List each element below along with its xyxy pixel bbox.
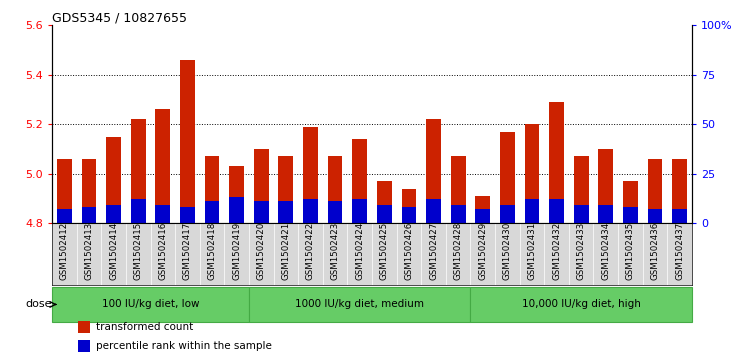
Bar (254, 149, 269, 223)
Bar (106, 136, 121, 223)
Bar (303, 199, 318, 223)
Bar (327, 156, 342, 223)
Bar (549, 199, 564, 223)
Bar (377, 205, 391, 223)
Bar (254, 201, 269, 223)
Bar (155, 205, 170, 223)
Bar (77, 340, 91, 352)
Bar (500, 205, 515, 223)
Bar (82, 207, 97, 223)
Bar (673, 159, 687, 223)
Text: transformed count: transformed count (95, 322, 193, 332)
Bar (57, 159, 71, 223)
Text: 1000 IU/kg diet, medium: 1000 IU/kg diet, medium (295, 299, 424, 309)
Bar (229, 166, 244, 223)
Bar (57, 209, 71, 223)
Bar (673, 209, 687, 223)
Bar (574, 205, 589, 223)
Bar (525, 124, 539, 223)
Bar (500, 132, 515, 223)
Bar (598, 205, 613, 223)
FancyBboxPatch shape (249, 287, 470, 322)
Bar (205, 156, 219, 223)
Bar (77, 321, 91, 333)
Bar (623, 207, 638, 223)
Bar (647, 159, 662, 223)
Bar (549, 102, 564, 223)
Bar (598, 149, 613, 223)
Bar (327, 201, 342, 223)
Bar (647, 209, 662, 223)
FancyBboxPatch shape (470, 287, 692, 322)
Bar (131, 119, 146, 223)
Bar (451, 205, 466, 223)
Bar (475, 196, 490, 223)
Text: percentile rank within the sample: percentile rank within the sample (95, 341, 272, 351)
Bar (574, 156, 589, 223)
Bar (426, 199, 441, 223)
Bar (402, 188, 417, 223)
Bar (353, 139, 367, 223)
Bar (525, 199, 539, 223)
Bar (180, 207, 195, 223)
Bar (106, 205, 121, 223)
Bar (278, 201, 293, 223)
Bar (451, 156, 466, 223)
Text: GDS5345 / 10827655: GDS5345 / 10827655 (52, 11, 187, 24)
FancyBboxPatch shape (52, 287, 249, 322)
Bar (155, 110, 170, 223)
Bar (180, 60, 195, 223)
Bar (426, 119, 441, 223)
Bar (82, 159, 97, 223)
Bar (205, 201, 219, 223)
Bar (229, 197, 244, 223)
Text: 100 IU/kg diet, low: 100 IU/kg diet, low (102, 299, 199, 309)
Bar (475, 209, 490, 223)
Bar (353, 199, 367, 223)
Bar (377, 181, 391, 223)
Bar (278, 156, 293, 223)
Bar (131, 199, 146, 223)
Text: 10,000 IU/kg diet, high: 10,000 IU/kg diet, high (522, 299, 641, 309)
Bar (303, 127, 318, 223)
Text: dose: dose (25, 299, 52, 309)
Bar (623, 181, 638, 223)
Bar (402, 207, 417, 223)
